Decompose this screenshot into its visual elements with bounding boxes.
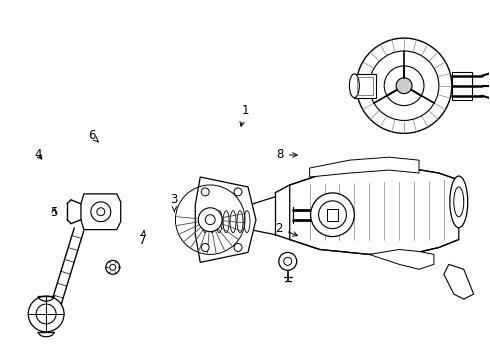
Circle shape	[384, 66, 424, 105]
Polygon shape	[452, 72, 472, 100]
Polygon shape	[369, 249, 434, 269]
Ellipse shape	[202, 211, 208, 233]
Circle shape	[106, 260, 120, 274]
Circle shape	[279, 252, 297, 270]
Ellipse shape	[237, 211, 243, 233]
Circle shape	[28, 296, 64, 332]
Circle shape	[91, 202, 111, 222]
Circle shape	[36, 304, 56, 324]
Circle shape	[311, 193, 354, 237]
Circle shape	[201, 243, 209, 251]
Ellipse shape	[216, 211, 222, 233]
Text: 6: 6	[88, 129, 98, 142]
Ellipse shape	[349, 74, 359, 98]
Circle shape	[369, 51, 439, 121]
Polygon shape	[81, 194, 121, 230]
Circle shape	[318, 201, 346, 229]
Circle shape	[201, 188, 209, 196]
Circle shape	[110, 264, 116, 270]
Text: 3: 3	[171, 193, 178, 212]
Text: 2: 2	[275, 222, 297, 236]
Ellipse shape	[223, 211, 229, 233]
Circle shape	[356, 38, 452, 133]
Circle shape	[205, 215, 215, 225]
Ellipse shape	[230, 211, 236, 233]
Polygon shape	[444, 264, 474, 299]
Circle shape	[234, 243, 242, 251]
Polygon shape	[354, 74, 376, 98]
Ellipse shape	[209, 211, 215, 233]
Text: 4: 4	[34, 148, 42, 161]
Ellipse shape	[244, 211, 250, 233]
Text: 8: 8	[276, 148, 297, 162]
Circle shape	[396, 78, 412, 94]
Text: 1: 1	[240, 104, 249, 126]
Ellipse shape	[454, 187, 464, 217]
Ellipse shape	[450, 176, 468, 228]
Text: 7: 7	[139, 231, 147, 247]
Polygon shape	[196, 177, 256, 262]
Circle shape	[284, 257, 292, 265]
Bar	[326, 209, 339, 221]
Bar	[357, 77, 373, 95]
Polygon shape	[310, 157, 419, 177]
Circle shape	[97, 208, 105, 216]
Circle shape	[234, 188, 242, 196]
Circle shape	[198, 208, 222, 231]
Text: 5: 5	[50, 206, 58, 219]
Polygon shape	[290, 168, 459, 255]
